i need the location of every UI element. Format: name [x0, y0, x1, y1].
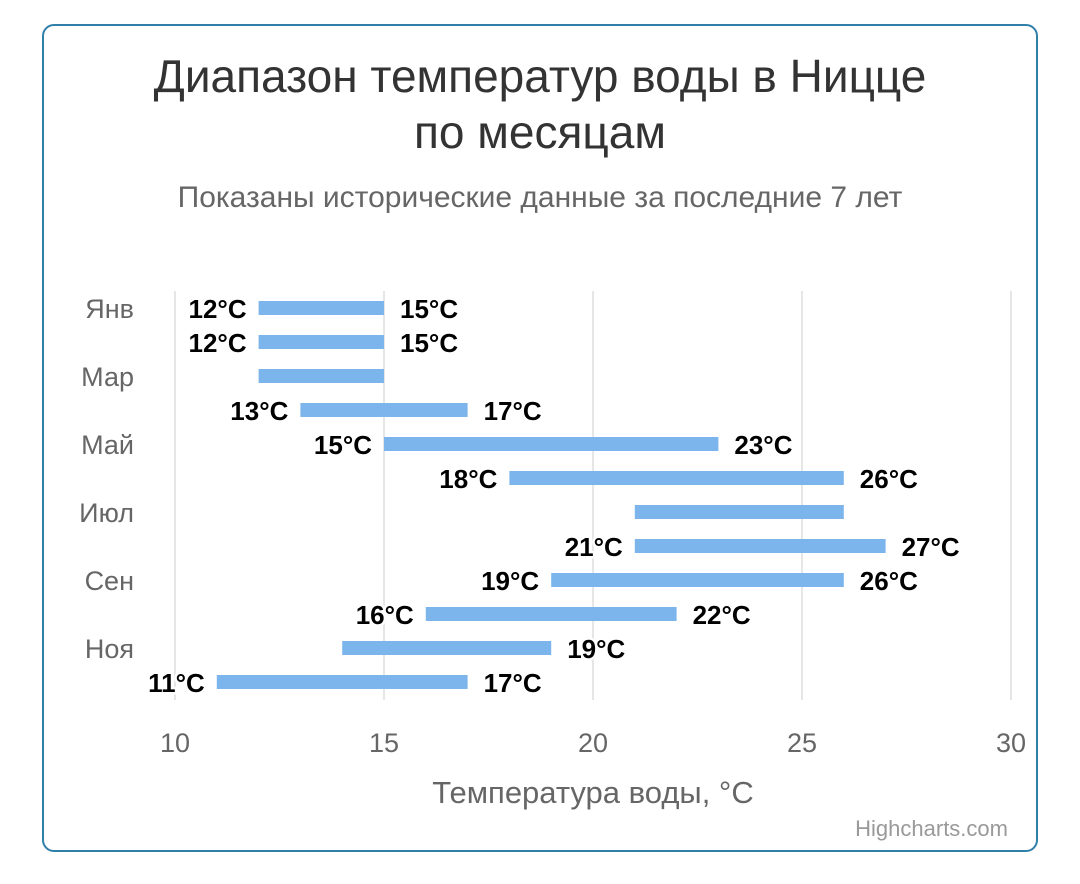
- data-label-low: 18°C: [439, 464, 497, 494]
- range-bar: [634, 505, 844, 519]
- x-tick-label: 20: [578, 728, 608, 758]
- range-bar: [551, 573, 844, 587]
- y-category-label: Ноя: [85, 634, 134, 664]
- y-category-label: Янв: [85, 294, 134, 324]
- chart-title: Диапазон температур воды в Ницце по меся…: [153, 50, 927, 158]
- y-category-label: Май: [81, 430, 134, 460]
- data-label-low: 12°C: [189, 328, 247, 358]
- data-label-high: 15°C: [400, 328, 458, 358]
- range-bar: [342, 641, 552, 655]
- data-label-low: 11°C: [148, 668, 205, 698]
- range-bar: [384, 437, 719, 451]
- x-tick-label: 25: [787, 728, 817, 758]
- data-label-low: 21°C: [565, 532, 623, 562]
- range-bar: [258, 301, 384, 315]
- range-bar: [509, 471, 844, 485]
- data-label-low: 12°C: [189, 294, 247, 324]
- data-label-high: 26°C: [860, 566, 918, 596]
- range-bar: [300, 403, 468, 417]
- range-bar: [425, 607, 677, 621]
- data-label-low: 13°C: [230, 396, 288, 426]
- data-label-high: 22°C: [693, 600, 751, 630]
- data-label-low: 16°C: [356, 600, 414, 630]
- data-label-high: 17°C: [484, 396, 542, 426]
- x-tick-label: 15: [369, 728, 399, 758]
- credits-link[interactable]: Highcharts.com: [855, 816, 1008, 841]
- y-category-label: Сен: [85, 566, 134, 596]
- data-label-high: 27°C: [902, 532, 960, 562]
- data-label-low: 19°C: [481, 566, 539, 596]
- data-label-high: 19°C: [567, 634, 625, 664]
- data-label-high: 15°C: [400, 294, 458, 324]
- x-axis-title: Температура воды, °C: [432, 775, 753, 810]
- x-tick-label: 10: [160, 728, 190, 758]
- data-label-low: 15°C: [314, 430, 372, 460]
- range-bar: [216, 675, 468, 689]
- data-label-high: 17°C: [484, 668, 542, 698]
- data-label-high: 23°C: [734, 430, 792, 460]
- data-label-high: 26°C: [860, 464, 918, 494]
- y-category-label: Июл: [79, 498, 134, 528]
- range-bar: [258, 369, 384, 383]
- chart-subtitle: Показаны исторические данные за последни…: [177, 181, 903, 214]
- y-category-label: Мар: [81, 362, 134, 392]
- range-bar: [258, 335, 384, 349]
- x-tick-label: 30: [996, 728, 1026, 758]
- range-bar: [634, 539, 886, 553]
